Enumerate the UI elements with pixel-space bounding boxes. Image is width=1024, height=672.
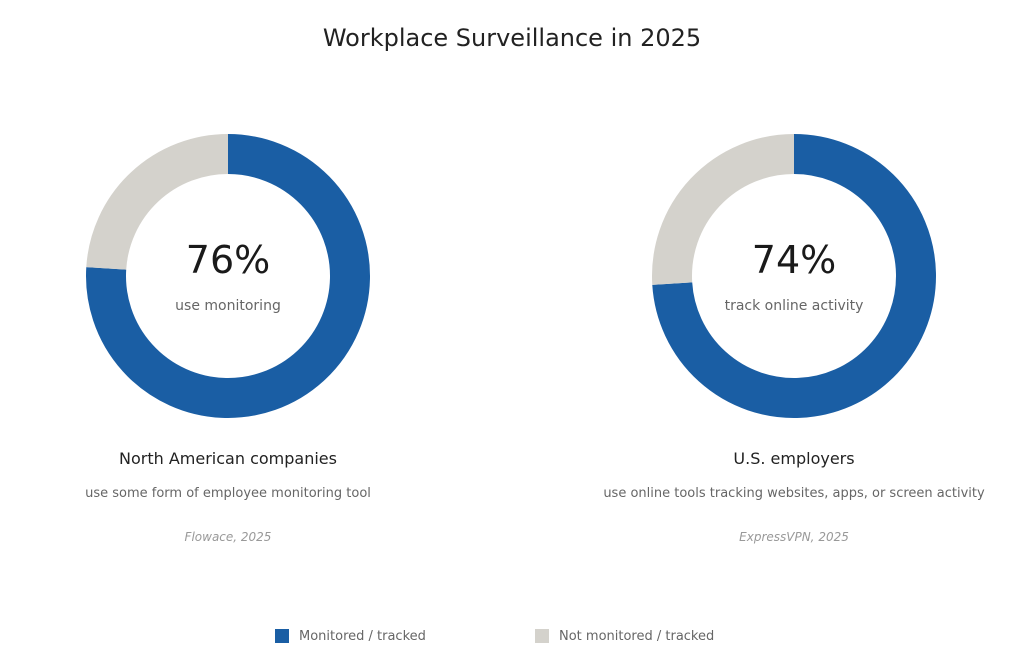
legend-label: Not monitored / tracked [559, 628, 715, 644]
donut-slice-monitored [652, 134, 936, 418]
chart-legend: Monitored / tracked Not monitored / trac… [0, 626, 1024, 646]
donut-center-value: 76% [185, 238, 271, 282]
legend-label: Monitored / tracked [299, 628, 426, 644]
legend-item-monitored: Monitored / tracked [275, 626, 426, 646]
donut-chart-north-american-companies [86, 134, 370, 418]
donut-center-label: use monitoring [175, 298, 281, 314]
donut-slice-not-monitored [86, 134, 229, 271]
panel-heading: U.S. employers [733, 449, 855, 468]
donut-panel-us-employers: 74% track online activity U.S. employers… [564, 0, 1024, 560]
panel-source: ExpressVPN, 2025 [739, 530, 849, 544]
legend-swatch-monitored [275, 629, 289, 643]
donut-center-value: 74% [751, 238, 837, 282]
donut-center-label: track online activity [724, 298, 864, 314]
donut-panel-north-american-companies: 76% use monitoring North American compan… [0, 0, 458, 560]
panel-description: use some form of employee monitoring too… [85, 486, 371, 501]
panel-description: use online tools tracking websites, apps… [603, 486, 985, 501]
panel-source: Flowace, 2025 [184, 530, 272, 544]
legend-swatch-not-monitored [535, 629, 549, 643]
donut-chart-us-employers [652, 134, 936, 418]
panel-heading: North American companies [119, 449, 337, 468]
chart-title: Workplace Surveillance in 2025 [322, 24, 702, 52]
legend-item-not-monitored: Not monitored / tracked [535, 626, 714, 646]
donut-slice-monitored [86, 134, 370, 418]
donut-slice-not-monitored [652, 134, 795, 285]
